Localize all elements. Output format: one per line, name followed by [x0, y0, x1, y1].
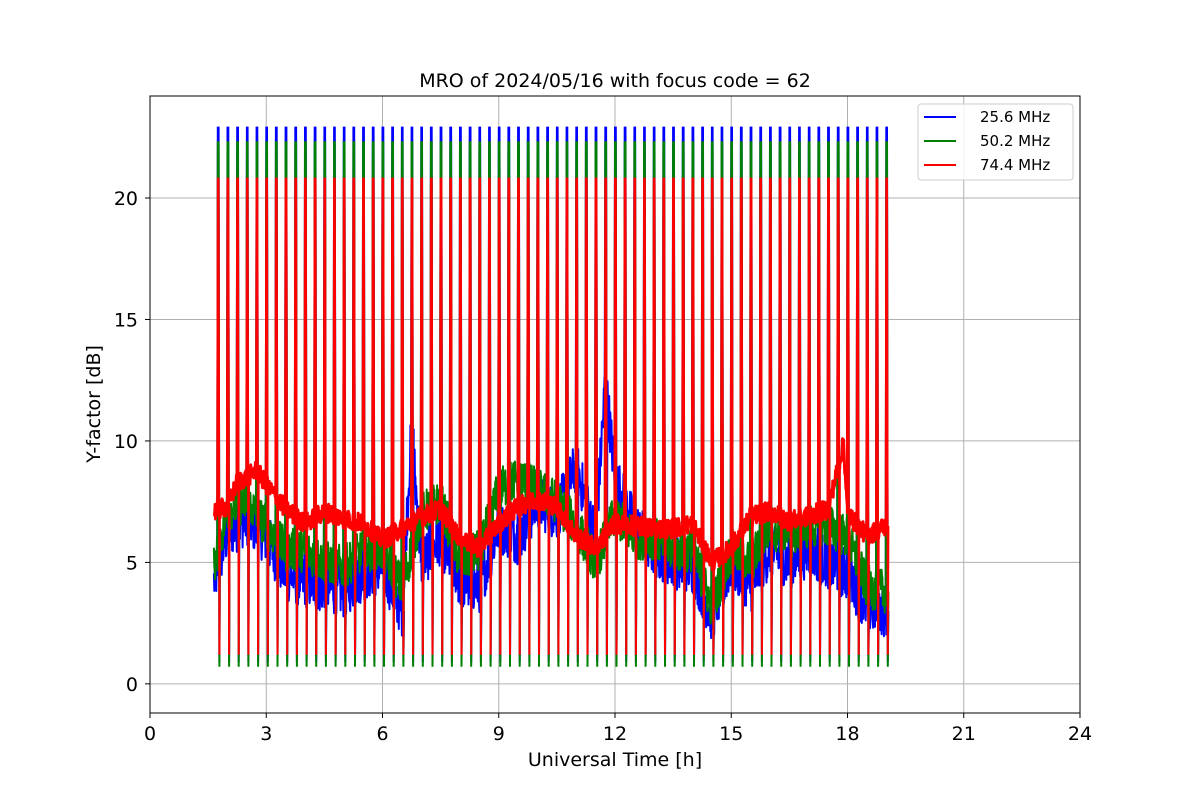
calibration-spike [749, 177, 754, 655]
calibration-spike [729, 177, 735, 655]
calibration-spike [652, 177, 657, 655]
x-tick-label: 3 [260, 723, 272, 745]
calibration-spike [371, 177, 376, 655]
calibration-spike [855, 177, 861, 655]
calibration-spike [293, 177, 299, 655]
x-tick-label: 18 [835, 723, 859, 745]
legend: 25.6 MHz 50.2 MHz 74.4 MHz [917, 103, 1074, 181]
calibration-spike [255, 177, 260, 655]
x-tick-label: 12 [603, 723, 627, 745]
chart-title: MRO of 2024/05/16 with focus code = 62 [419, 70, 811, 92]
calibration-spike [342, 177, 347, 655]
calibration-spike [419, 177, 425, 655]
series-layer [212, 126, 890, 667]
calibration-spike [555, 177, 560, 655]
calibration-spike [865, 177, 870, 655]
calibration-spike [468, 177, 473, 655]
legend-label: 50.2 MHz [980, 132, 1050, 150]
calibration-spike [710, 177, 715, 655]
x-tick-label: 24 [1068, 723, 1092, 745]
calibration-spike [380, 177, 386, 655]
calibration-spike [477, 177, 483, 655]
y-tick-label: 5 [126, 552, 138, 574]
ticks: 0 3 6 9 12 15 18 21 24 0 5 10 15 20 [114, 188, 1092, 745]
calibration-spike [245, 177, 250, 655]
x-tick-label: 21 [952, 723, 976, 745]
calibration-spike [565, 177, 570, 655]
calibration-spike [216, 177, 221, 655]
x-tick-label: 6 [376, 723, 388, 745]
calibration-spike [594, 177, 599, 655]
calibration-spike [303, 177, 309, 655]
calibration-spike [235, 177, 241, 655]
calibration-spike [506, 177, 512, 655]
calibration-spike [390, 177, 396, 655]
calibration-spike [448, 177, 454, 655]
calibration-spike [720, 177, 725, 655]
calibration-spike [739, 177, 745, 655]
calibration-spike [681, 177, 686, 655]
calibration-spike [661, 177, 667, 655]
calibration-spike [535, 177, 541, 655]
calibration-spike [768, 177, 774, 655]
calibration-spike [797, 177, 803, 655]
calibration-spike [400, 177, 405, 655]
x-tick-label: 15 [719, 723, 743, 745]
calibration-spike [807, 177, 812, 655]
y-tick-label: 15 [114, 309, 138, 331]
calibration-spike [884, 177, 890, 655]
calibration-spike [429, 177, 435, 655]
calibration-spike [845, 177, 851, 655]
calibration-spike [671, 177, 677, 655]
calibration-spike [613, 177, 619, 655]
y-axis-label: Y-factor [dB] [83, 345, 105, 464]
calibration-spike [332, 177, 338, 655]
calibration-spike [875, 177, 880, 655]
calibration-spike [826, 177, 832, 655]
calibration-spike [690, 177, 696, 655]
calibration-spike [284, 177, 289, 655]
y-tick-label: 10 [114, 431, 138, 453]
legend-label: 74.4 MHz [980, 156, 1050, 174]
calibration-spike [322, 177, 328, 655]
y-tick-label: 0 [126, 674, 138, 696]
legend-box [917, 103, 1074, 181]
y-tick-label: 20 [114, 188, 138, 210]
calibration-spike [274, 177, 280, 655]
calibration-spike [787, 177, 793, 655]
calibration-spike [632, 177, 638, 655]
calibration-spike [816, 177, 822, 655]
calibration-spike [458, 177, 464, 655]
calibration-spike [836, 177, 841, 655]
legend-label: 25.6 MHz [980, 108, 1050, 126]
calibration-spike [439, 177, 444, 655]
calibration-spike [574, 177, 580, 655]
calibration-spike [526, 177, 531, 655]
calibration-spike [225, 177, 231, 655]
x-tick-label: 0 [144, 723, 156, 745]
calibration-spike [778, 177, 783, 655]
calibration-spike [758, 177, 764, 655]
calibration-spike [545, 177, 551, 655]
calibration-spike [700, 177, 706, 655]
calibration-spike [603, 177, 609, 655]
x-tick-label: 9 [493, 723, 505, 745]
calibration-spike [351, 177, 357, 655]
calibration-spike [497, 177, 502, 655]
calibration-spike [487, 177, 493, 655]
x-axis-label: Universal Time [h] [528, 749, 702, 771]
calibration-spike [623, 177, 628, 655]
calibration-spike [410, 177, 415, 655]
calibration-spike [642, 177, 648, 655]
calibration-spike [516, 177, 522, 655]
calibration-spike [313, 177, 318, 655]
calibration-spike [584, 177, 590, 655]
calibration-spike [361, 177, 367, 655]
calibration-spike [264, 177, 270, 655]
